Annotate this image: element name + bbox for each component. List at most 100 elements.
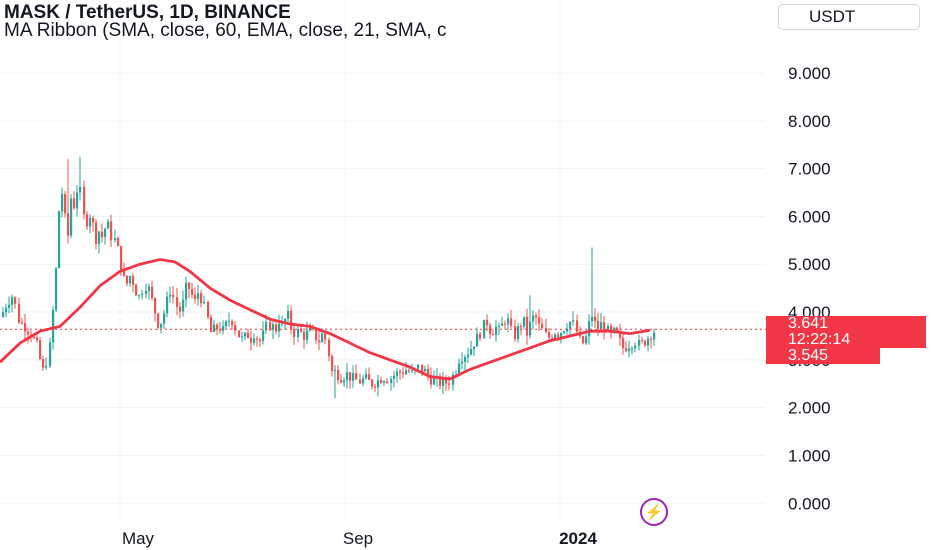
candle-body <box>300 329 303 332</box>
candle-body <box>417 364 420 369</box>
candle-body <box>24 322 27 332</box>
candle-body <box>331 356 334 371</box>
candle-body <box>520 326 523 328</box>
x-tick-label: 2024 <box>559 529 597 548</box>
candle-body <box>386 381 389 383</box>
candle-body <box>631 348 634 350</box>
candle-body <box>439 375 442 386</box>
candle-body <box>290 310 293 329</box>
candle-body <box>368 374 371 380</box>
candle-body <box>123 270 126 276</box>
candle-body <box>8 304 11 308</box>
candle-body <box>467 354 470 357</box>
candle-body <box>73 198 76 209</box>
candle-body <box>86 214 89 227</box>
candle-body <box>129 276 132 284</box>
candle-body <box>430 375 433 385</box>
currency-button[interactable]: USDT <box>778 4 920 30</box>
candle-body <box>222 326 225 331</box>
candle-body <box>182 299 185 312</box>
candle-body <box>507 318 510 325</box>
candle-body <box>138 295 141 297</box>
candle-body <box>284 318 287 323</box>
candle-body <box>225 321 228 327</box>
candle-body <box>377 380 380 388</box>
candle-body <box>172 294 175 298</box>
y-tick-label: 2.000 <box>788 399 831 418</box>
candle-body <box>45 365 48 368</box>
candle-body <box>216 324 219 329</box>
candle-body <box>535 315 538 318</box>
candle-body <box>157 313 160 328</box>
lightning-bolt-icon[interactable]: ⚡ <box>640 498 668 526</box>
candle-body <box>402 372 405 374</box>
candle-body <box>256 338 259 340</box>
candle-body <box>548 332 551 338</box>
candle-body <box>427 368 430 376</box>
candle-body <box>228 320 231 322</box>
candle-body <box>470 348 473 355</box>
candle-body <box>514 326 517 340</box>
candle-body <box>607 325 610 330</box>
candle-body <box>476 333 479 347</box>
candle-body <box>597 321 600 330</box>
candle-body <box>76 192 79 209</box>
candle-body <box>306 330 309 340</box>
candle-body <box>200 293 203 304</box>
price-axis: 0.0001.0002.0003.0004.0005.0006.0007.000… <box>788 64 831 513</box>
candle-body <box>324 333 327 340</box>
candle-body <box>110 221 113 241</box>
candle-body <box>340 380 343 383</box>
candle-body <box>315 328 318 341</box>
candle-body <box>551 337 554 340</box>
candle-body <box>163 313 166 324</box>
candle-body <box>545 328 548 333</box>
candle-body <box>619 331 622 339</box>
candle-body <box>67 213 70 236</box>
candle-body <box>383 381 386 383</box>
candle-body <box>126 275 129 284</box>
candle-body <box>473 346 476 349</box>
candle-body <box>265 322 268 331</box>
candle-body <box>399 371 402 373</box>
candle-body <box>262 330 265 341</box>
candle-body <box>135 284 138 296</box>
candle-body <box>498 325 501 327</box>
candle-body <box>234 325 237 331</box>
candle-body <box>362 378 365 384</box>
candle-body <box>188 282 191 289</box>
candle-body <box>532 315 535 322</box>
candle-body <box>160 323 163 328</box>
candle-body <box>486 319 489 326</box>
candle-body <box>52 309 55 343</box>
candle-body <box>176 297 179 307</box>
y-tick-label: 5.000 <box>788 255 831 274</box>
candle-body <box>297 329 300 337</box>
candle-body <box>61 194 64 212</box>
candle-body <box>114 237 117 241</box>
y-tick-label: 6.000 <box>788 207 831 226</box>
candle-body <box>638 340 641 346</box>
indicator-legend[interactable]: MA Ribbon (SMA, close, 60, EMA, close, 2… <box>4 20 447 41</box>
candle-body <box>653 332 656 340</box>
candle-body <box>145 290 148 295</box>
candle-body <box>479 333 482 339</box>
candle-body <box>104 228 107 238</box>
candle-body <box>107 221 110 229</box>
candle-body <box>585 336 588 344</box>
candle-body <box>238 330 241 338</box>
candle-body <box>269 322 272 330</box>
candle-body <box>120 246 123 271</box>
candle-body <box>464 356 467 362</box>
ma-value-label: 3.545 <box>766 348 880 364</box>
candle-body <box>489 325 492 335</box>
candle-body <box>328 339 331 357</box>
candle-body <box>576 320 579 332</box>
candle-body <box>622 338 625 349</box>
candle-body <box>203 302 206 304</box>
candle-body <box>293 328 296 337</box>
candle-body <box>194 294 197 299</box>
candle-body <box>517 326 520 340</box>
candle-body <box>461 361 464 364</box>
